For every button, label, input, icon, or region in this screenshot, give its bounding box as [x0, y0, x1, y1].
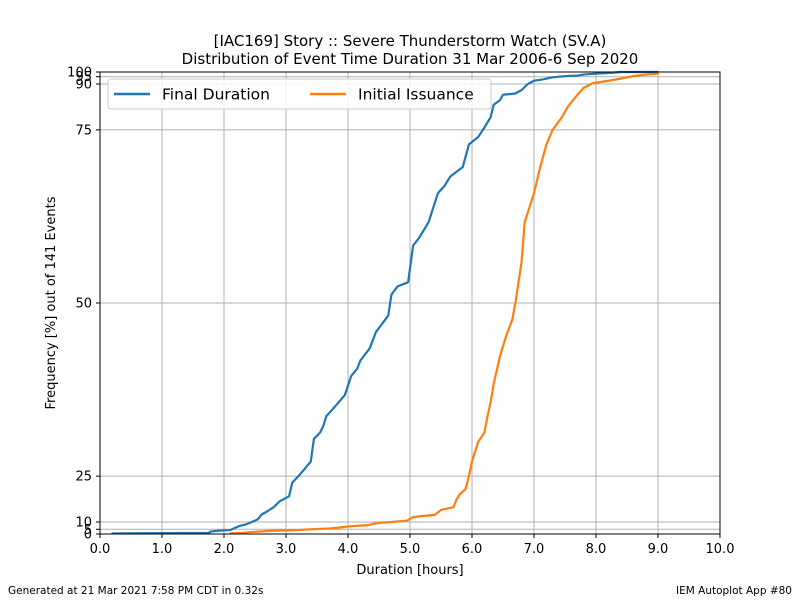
x-tick-label: 0.0: [90, 542, 111, 557]
y-tick-label: 25: [75, 470, 92, 485]
x-tick-label: 4.0: [338, 542, 359, 557]
x-tick-label: 8.0: [586, 542, 607, 557]
footer-app-label: IEM Autoplot App #80: [676, 585, 792, 597]
y-tick-label: 95: [75, 70, 92, 85]
y-tick-label: 0: [84, 528, 92, 543]
y-tick-label: 90: [75, 78, 92, 93]
y-tick-label: 75: [75, 123, 92, 138]
x-tick-label: 3.0: [276, 542, 297, 557]
x-tick-label: 1.0: [152, 542, 173, 557]
x-tick-label: 2.0: [214, 542, 235, 557]
x-tick-label: 6.0: [462, 542, 483, 557]
chart-title: [IAC169] Story :: Severe Thunderstorm Wa…: [214, 32, 607, 50]
chart-legend: Final Duration Initial Issuance: [107, 78, 492, 110]
grid-lines: [99, 71, 721, 535]
y-tick-label: 100: [67, 66, 92, 81]
y-tick-label: 5: [84, 523, 92, 538]
footer-generated-text: Generated at 21 Mar 2021 7:58 PM CDT in …: [8, 585, 264, 597]
series-line-final-duration: [111, 70, 660, 535]
y-tick-label: 50: [75, 297, 92, 312]
legend-label-initial-issuance: Initial Issuance: [358, 86, 474, 104]
series-line-initial-issuance: [229, 72, 660, 535]
chart-subtitle: Distribution of Event Time Duration 31 M…: [182, 50, 639, 68]
x-tick-label: 10.0: [706, 542, 735, 557]
x-tick-label: 9.0: [648, 542, 669, 557]
y-tick-label: 10: [75, 515, 92, 530]
series-layer: [111, 70, 660, 535]
x-tick-label: 5.0: [400, 542, 421, 557]
x-axis-ticks: 0.0 1.0 2.0 3.0 4.0 5.0 6.0 7.0 8.0 9.0 10.0: [90, 534, 735, 557]
x-axis-label: Duration [hours]: [356, 563, 463, 578]
legend-label-final-duration: Final Duration: [162, 86, 270, 104]
x-tick-label: 7.0: [524, 542, 545, 557]
y-axis-label: Frequency [%] out of 141 Events: [44, 196, 59, 409]
legend-box: [107, 78, 492, 110]
